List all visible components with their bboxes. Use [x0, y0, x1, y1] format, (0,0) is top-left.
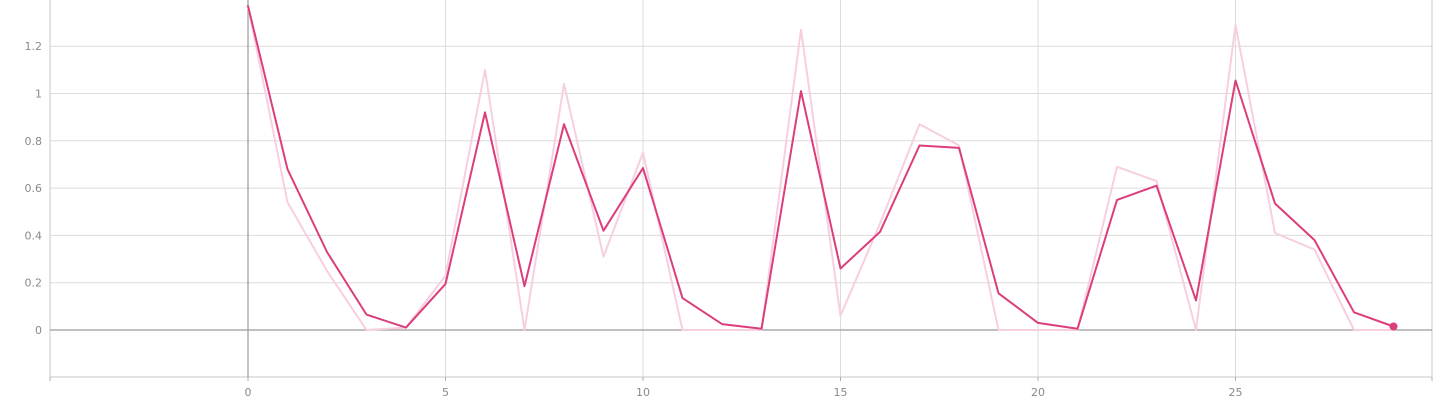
markers	[1389, 322, 1398, 331]
series-lines	[247, 5, 1395, 331]
y-tick-label: 0.8	[25, 135, 43, 148]
y-tick-label: 0.6	[25, 182, 43, 195]
y-tick-label: 0.2	[25, 277, 43, 290]
y-tick-labels: 0 0.2 0.4 0.6 0.8 1 1.2	[25, 40, 43, 337]
x-tick-label: 5	[442, 386, 449, 399]
x-tick-label: 15	[834, 386, 848, 399]
x-tick-label: 20	[1031, 386, 1045, 399]
smoothed-series-line	[247, 5, 1395, 330]
y-tick-label: 1	[35, 88, 42, 101]
raw-series-line	[247, 5, 1395, 331]
grid	[50, 0, 1432, 377]
y-tick-label: 0.4	[25, 229, 43, 242]
x-tick-label: 10	[636, 386, 650, 399]
y-tick-label: 0	[35, 324, 42, 337]
x-tick-labels: 0 5 10 15 20 25	[245, 386, 1243, 399]
x-tick-label: 0	[245, 386, 252, 399]
x-tick-label: 25	[1229, 386, 1243, 399]
y-tick-label: 1.2	[25, 40, 43, 53]
last-point-marker	[1389, 322, 1398, 331]
